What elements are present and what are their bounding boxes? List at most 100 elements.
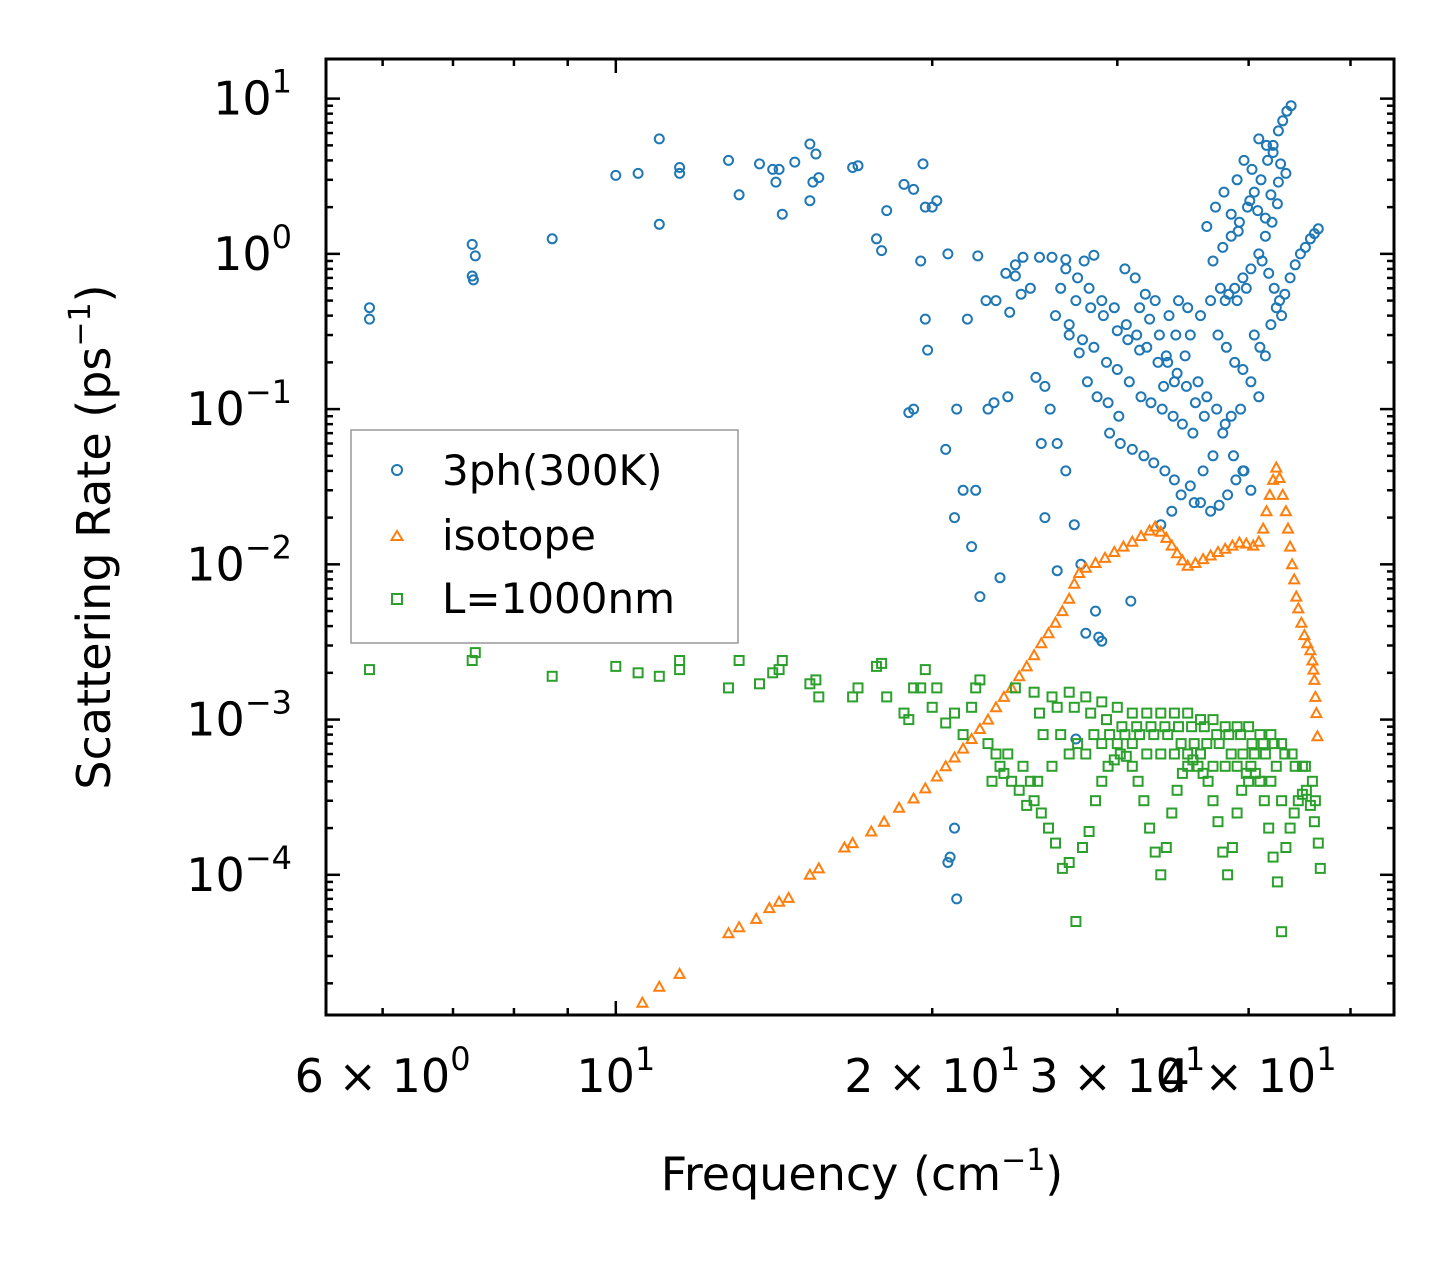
data-point-circle [1085,302,1097,314]
data-point-circle [1077,334,1088,346]
data-point-square [813,691,825,703]
data-point-triangle [1041,626,1056,639]
data-point-circle [1259,230,1271,242]
data-point-circle [903,407,915,419]
data-point-circle [1080,627,1092,639]
data-point-triangle [749,911,763,924]
data-point-triangle [1306,662,1321,675]
data-point-triangle [1239,536,1253,549]
data-point-square [1024,775,1036,787]
data-point-triangle [812,861,826,874]
data-point-circle [972,250,984,262]
data-point-circle [1063,319,1075,331]
y-tick-label: 10−4 [186,839,292,902]
data-point-circle [1060,465,1072,477]
data-point-triangle [1048,615,1063,628]
data-point-square [1225,748,1237,760]
data-point-circle [723,154,734,166]
data-point-circle [754,158,765,170]
data-point-circle [1083,282,1095,294]
y-tick-mantissa: 10 [213,227,272,281]
data-point-triangle [1088,555,1103,568]
data-point-square [653,670,665,682]
data-point-square [754,678,765,690]
data-point-triangle [1256,521,1270,534]
data-point-triangle [1079,560,1093,573]
y-tick-mantissa: 10 [186,382,245,436]
data-point-circle [940,443,952,455]
data-point-circle [1280,167,1292,179]
data-point-circle [1265,189,1277,201]
y-tick-label: 10−1 [186,373,292,436]
data-point-circle [653,133,665,145]
data-point-triangle [973,721,987,734]
data-point-circle [915,255,927,267]
data-point-triangle [1181,558,1195,571]
data-point-circle [1035,438,1047,449]
y-tick-exponent: 1 [272,63,292,101]
y-axis-title: Scattering Rate (ps−1) [63,284,121,789]
data-point-square [1055,729,1067,741]
data-point-square [919,664,931,676]
data-point-square [1162,729,1174,741]
data-point-square [1111,738,1123,750]
data-point-circle [1259,212,1271,224]
data-point-square [1171,784,1183,796]
data-point-square [1032,775,1044,787]
data-point-square [1096,775,1108,787]
data-point-square [1254,775,1266,787]
x-tick-mantissa: 6 × 10 [295,1049,451,1103]
data-point-square [1070,916,1082,927]
legend-label-isotope: isotope [442,511,596,560]
data-point-circle [919,313,931,325]
data-point-circle [1030,371,1042,383]
data-point-circle [990,295,1002,307]
data-point-square [1077,842,1088,853]
data-point-circle [982,403,994,415]
data-point-circle [1228,450,1239,462]
data-point-circle [1044,403,1056,415]
data-point-circle [1225,230,1237,242]
data-point-square [1270,760,1282,772]
data-point-circle [1017,251,1029,263]
data-point-circle [1163,310,1175,322]
legend-marker-boundary [391,593,403,605]
data-point-circle [1217,241,1229,253]
data-point-circle [994,572,1006,584]
data-point-square [1037,729,1049,741]
data-point-square [1155,748,1167,760]
data-point-circle [1189,397,1201,409]
data-point-triangle [930,769,944,782]
data-point-square [1212,816,1224,828]
data-point-circle [1285,100,1297,112]
data-point-square [915,682,927,694]
data-point-circle [881,205,893,217]
data-point-circle [1244,195,1256,207]
data-point-square [931,682,943,694]
data-point-circle [1104,427,1116,439]
data-point-square [1211,729,1223,741]
data-point-circle [1229,282,1241,294]
y-tick-exponent: −1 [245,373,292,411]
data-point-square [957,729,969,741]
data-point-circle [1078,255,1090,267]
data-point-triangle [772,894,786,907]
data-point-square [974,674,986,686]
data-point-circle [1090,605,1101,617]
data-point-triangle [1148,519,1162,532]
data-point-circle [1277,115,1289,127]
x-tick-exponent: 1 [1185,1040,1205,1078]
data-point-square [723,682,734,694]
data-point-square [1258,795,1270,807]
data-point-square [1226,842,1238,853]
data-point-circle [1222,489,1234,501]
data-point-square [1267,851,1279,863]
data-point-circle [1275,158,1287,170]
data-point-circle [1108,302,1120,314]
data-point-circle [1240,282,1252,294]
data-point-circle [1009,270,1021,282]
data-point-square [1085,707,1097,719]
data-point-square [1166,807,1178,819]
data-point-circle [1232,225,1244,237]
y-tick-label: 10−3 [186,684,292,747]
